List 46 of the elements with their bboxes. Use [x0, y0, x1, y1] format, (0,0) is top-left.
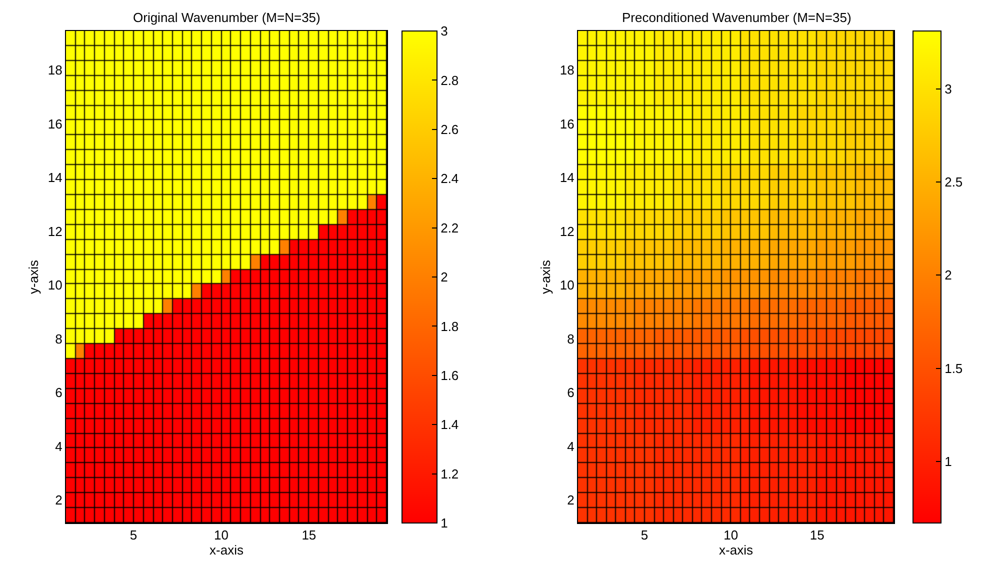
color-bar-label: 3: [944, 81, 952, 96]
x-tick-label: 10: [724, 528, 738, 543]
color-bar-label: 2.8: [440, 72, 459, 88]
y-tick-label: 2: [55, 492, 62, 508]
y-tick-label: 6: [55, 385, 62, 400]
y-tick-label: 12: [48, 224, 62, 239]
x-tick-label: 5: [640, 528, 648, 543]
y-tick-label: 12: [560, 224, 574, 239]
chart-title: Preconditioned Wavenumber (M=N=35): [622, 10, 852, 25]
color-bar-label: 2.4: [440, 171, 459, 186]
y-tick-label: 14: [560, 170, 574, 186]
y-tick-label: 10: [48, 278, 62, 293]
color-bar-label: 1.8: [440, 318, 459, 334]
y-tick-label: 4: [567, 438, 574, 454]
x-axis-title: x-axis: [210, 542, 244, 558]
color-bar-label: 2.2: [440, 220, 459, 236]
color-bar-label: 2.6: [440, 122, 459, 137]
color-bar-label: 1: [440, 516, 448, 531]
color-bar-label: 1.4: [440, 417, 459, 432]
x-tick-label: 15: [302, 528, 316, 543]
y-tick-label: 8: [55, 331, 62, 346]
x-tick-label: 10: [214, 528, 228, 543]
y-tick-label: 16: [48, 116, 62, 132]
y-tick-label: 10: [560, 278, 574, 293]
y-tick-label: 18: [560, 62, 574, 78]
y-axis-title: y-axis: [26, 260, 41, 294]
y-tick-label: 6: [567, 385, 574, 400]
color-bar-label: 3: [440, 24, 448, 39]
y-tick-label: 2: [567, 492, 574, 508]
x-tick-label: 5: [130, 528, 138, 543]
y-tick-label: 16: [560, 116, 574, 132]
chart-title: Original Wavenumber (M=N=35): [133, 10, 320, 25]
x-tick-label: 15: [810, 528, 824, 543]
y-axis-title: y-axis: [538, 260, 553, 294]
color-bar-label: 1.5: [944, 360, 963, 376]
color-bar-label: 1: [944, 454, 952, 470]
y-tick-label: 8: [567, 331, 574, 346]
x-axis-title: x-axis: [719, 542, 754, 558]
y-tick-label: 14: [48, 170, 62, 186]
y-tick-label: 18: [48, 62, 62, 78]
color-bar-label: 2.5: [944, 174, 963, 190]
color-bar-label: 1.2: [440, 466, 459, 482]
color-bar-label: 2: [440, 270, 448, 285]
color-bar-label: 2: [944, 268, 952, 283]
color-bar-label: 1.6: [440, 368, 459, 383]
y-tick-label: 4: [55, 438, 62, 454]
